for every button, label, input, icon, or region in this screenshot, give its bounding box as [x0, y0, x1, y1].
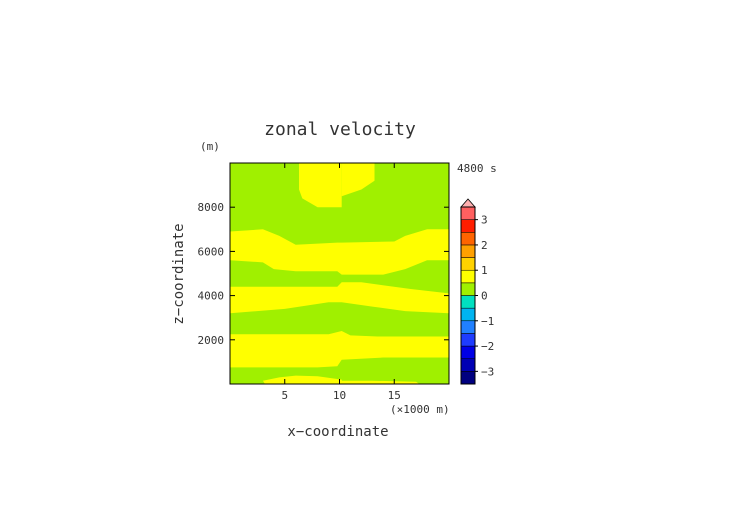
colorbar-band	[460, 307, 476, 322]
colorbar-band	[460, 244, 476, 258]
colorbar-band	[460, 206, 476, 220]
x-axis-label: x−coordinate	[287, 424, 388, 440]
colorbar-extend-arrow	[460, 198, 476, 208]
colorbar-band	[460, 358, 476, 372]
colorbar: −3 −2 −1 0 1 2 3	[460, 198, 494, 385]
x-axis: 5 10 15	[281, 163, 401, 402]
colorbar-band	[460, 371, 476, 385]
x-tick-label: 15	[388, 389, 401, 402]
contour-region	[230, 331, 449, 368]
x-tick-label: 5	[281, 389, 288, 402]
x-unit-label: (×1000 m)	[390, 403, 450, 416]
colorbar-band	[460, 333, 476, 347]
colorbar-band	[460, 232, 476, 246]
colorbar-tick-label: 0	[481, 290, 488, 303]
colorbar-tick-label: −3	[481, 365, 494, 378]
y-tick-label: 8000	[198, 201, 225, 214]
y-tick-label: 4000	[198, 290, 225, 303]
y-tick-label: 6000	[198, 245, 225, 258]
colorbar-band	[460, 257, 476, 271]
y-axis: 2000 4000 6000 8000	[198, 201, 449, 347]
contour-region	[262, 375, 449, 384]
y-tick-label: 2000	[198, 334, 225, 347]
colorbar-band	[460, 269, 476, 284]
y-axis-label: z−coordinate	[171, 223, 187, 324]
contour-region	[341, 163, 375, 197]
colorbar-band	[460, 219, 476, 233]
contour-region	[230, 229, 449, 275]
time-label: 4800 s	[457, 162, 497, 175]
colorbar-tick-label: 2	[481, 239, 488, 252]
y-unit-label: (m)	[200, 140, 220, 153]
plot-area	[230, 163, 449, 384]
colorbar-band	[460, 282, 476, 296]
colorbar-tick-label: −2	[481, 340, 494, 353]
contour-region	[230, 163, 449, 384]
colorbar-band	[460, 320, 476, 334]
chart-title: zonal velocity	[264, 119, 416, 140]
colorbar-tick-label: 1	[481, 264, 488, 277]
contour-region	[299, 163, 342, 208]
x-tick-label: 10	[333, 389, 346, 402]
colorbar-band	[460, 345, 476, 359]
colorbar-tick-label: −1	[481, 315, 494, 328]
colorbar-tick-label: 3	[481, 214, 488, 227]
colorbar-band	[460, 295, 476, 309]
contour-region	[230, 282, 449, 314]
